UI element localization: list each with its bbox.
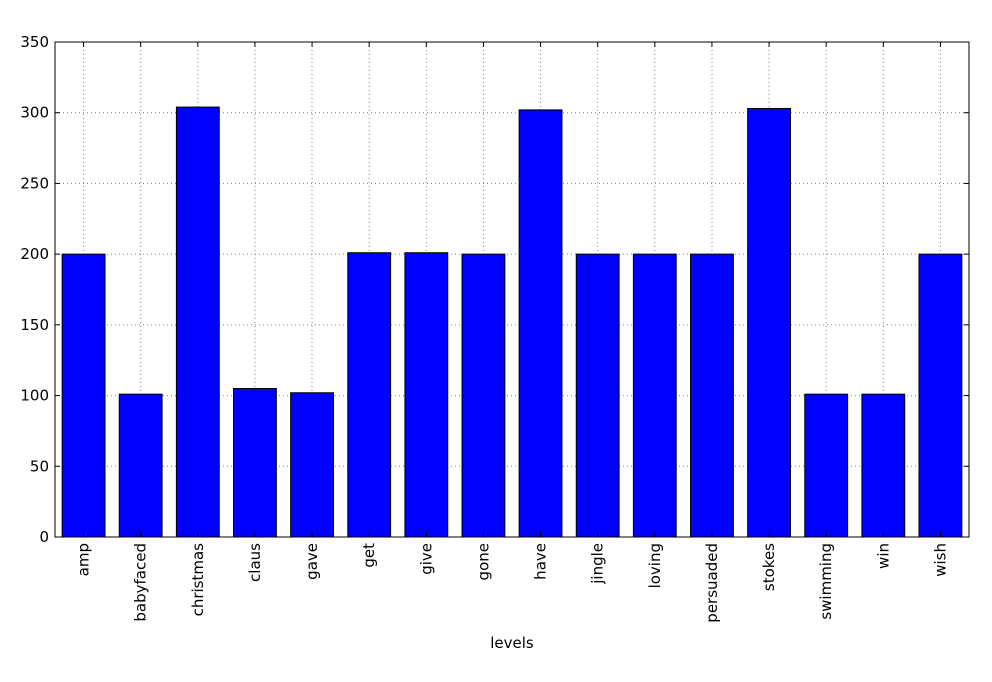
bar-swimming bbox=[804, 393, 849, 538]
x-tick-label-persuaded: persuaded bbox=[703, 543, 721, 623]
bar-have bbox=[518, 109, 563, 538]
x-tick-label-stokes: stokes bbox=[760, 543, 778, 591]
y-tick-label: 250 bbox=[20, 174, 49, 192]
y-tick-labels: 0 50 100 150 200 250 300 350 bbox=[20, 33, 49, 546]
y-tick-label: 0 bbox=[39, 528, 49, 546]
y-tick-label: 50 bbox=[30, 457, 49, 475]
x-tick-label-babyfaced: babyfaced bbox=[132, 543, 150, 622]
bar-gone bbox=[461, 253, 506, 538]
x-tick-label-gone: gone bbox=[474, 543, 492, 580]
bar-wish bbox=[918, 253, 963, 538]
bar-loving bbox=[632, 253, 677, 538]
x-tick-label-wish: wish bbox=[931, 543, 949, 577]
bar-layer bbox=[61, 106, 963, 538]
bar-give bbox=[404, 252, 449, 538]
y-tick-label: 300 bbox=[20, 104, 49, 122]
bar-stokes bbox=[747, 107, 791, 538]
x-tick-label-loving: loving bbox=[646, 543, 664, 588]
x-tick-label-give: give bbox=[417, 543, 435, 575]
x-tick-label-swimming: swimming bbox=[817, 543, 835, 620]
bar-win bbox=[861, 393, 906, 538]
x-tick-label-have: have bbox=[532, 543, 550, 580]
y-tick-label: 100 bbox=[20, 387, 49, 405]
bar-persuaded bbox=[690, 253, 734, 538]
tick-layer bbox=[55, 41, 969, 538]
bar-christmas bbox=[175, 106, 220, 538]
y-tick-label: 150 bbox=[20, 316, 49, 334]
plot-frame bbox=[54, 41, 970, 538]
bar-get bbox=[347, 252, 392, 538]
x-tick-label-amp: amp bbox=[75, 543, 93, 576]
bar-amp bbox=[61, 253, 106, 538]
bar-jingle bbox=[575, 253, 620, 538]
x-tick-label-jingle: jingle bbox=[589, 543, 607, 585]
x-tick-labels: amp babyfaced christmas claus gave get give gon… bbox=[75, 543, 950, 623]
x-axis-title: levels bbox=[490, 634, 534, 652]
y-tick-label: 350 bbox=[20, 33, 49, 51]
x-tick-label-gave: gave bbox=[303, 543, 321, 580]
x-tick-label-christmas: christmas bbox=[189, 543, 207, 617]
x-tick-label-get: get bbox=[360, 543, 378, 568]
x-tick-label-win: win bbox=[874, 543, 892, 569]
y-tick-label: 200 bbox=[20, 245, 49, 263]
x-tick-label-claus: claus bbox=[246, 543, 264, 582]
bar-claus bbox=[233, 388, 277, 538]
bar-babyfaced bbox=[118, 393, 163, 538]
bar-gave bbox=[290, 392, 334, 538]
